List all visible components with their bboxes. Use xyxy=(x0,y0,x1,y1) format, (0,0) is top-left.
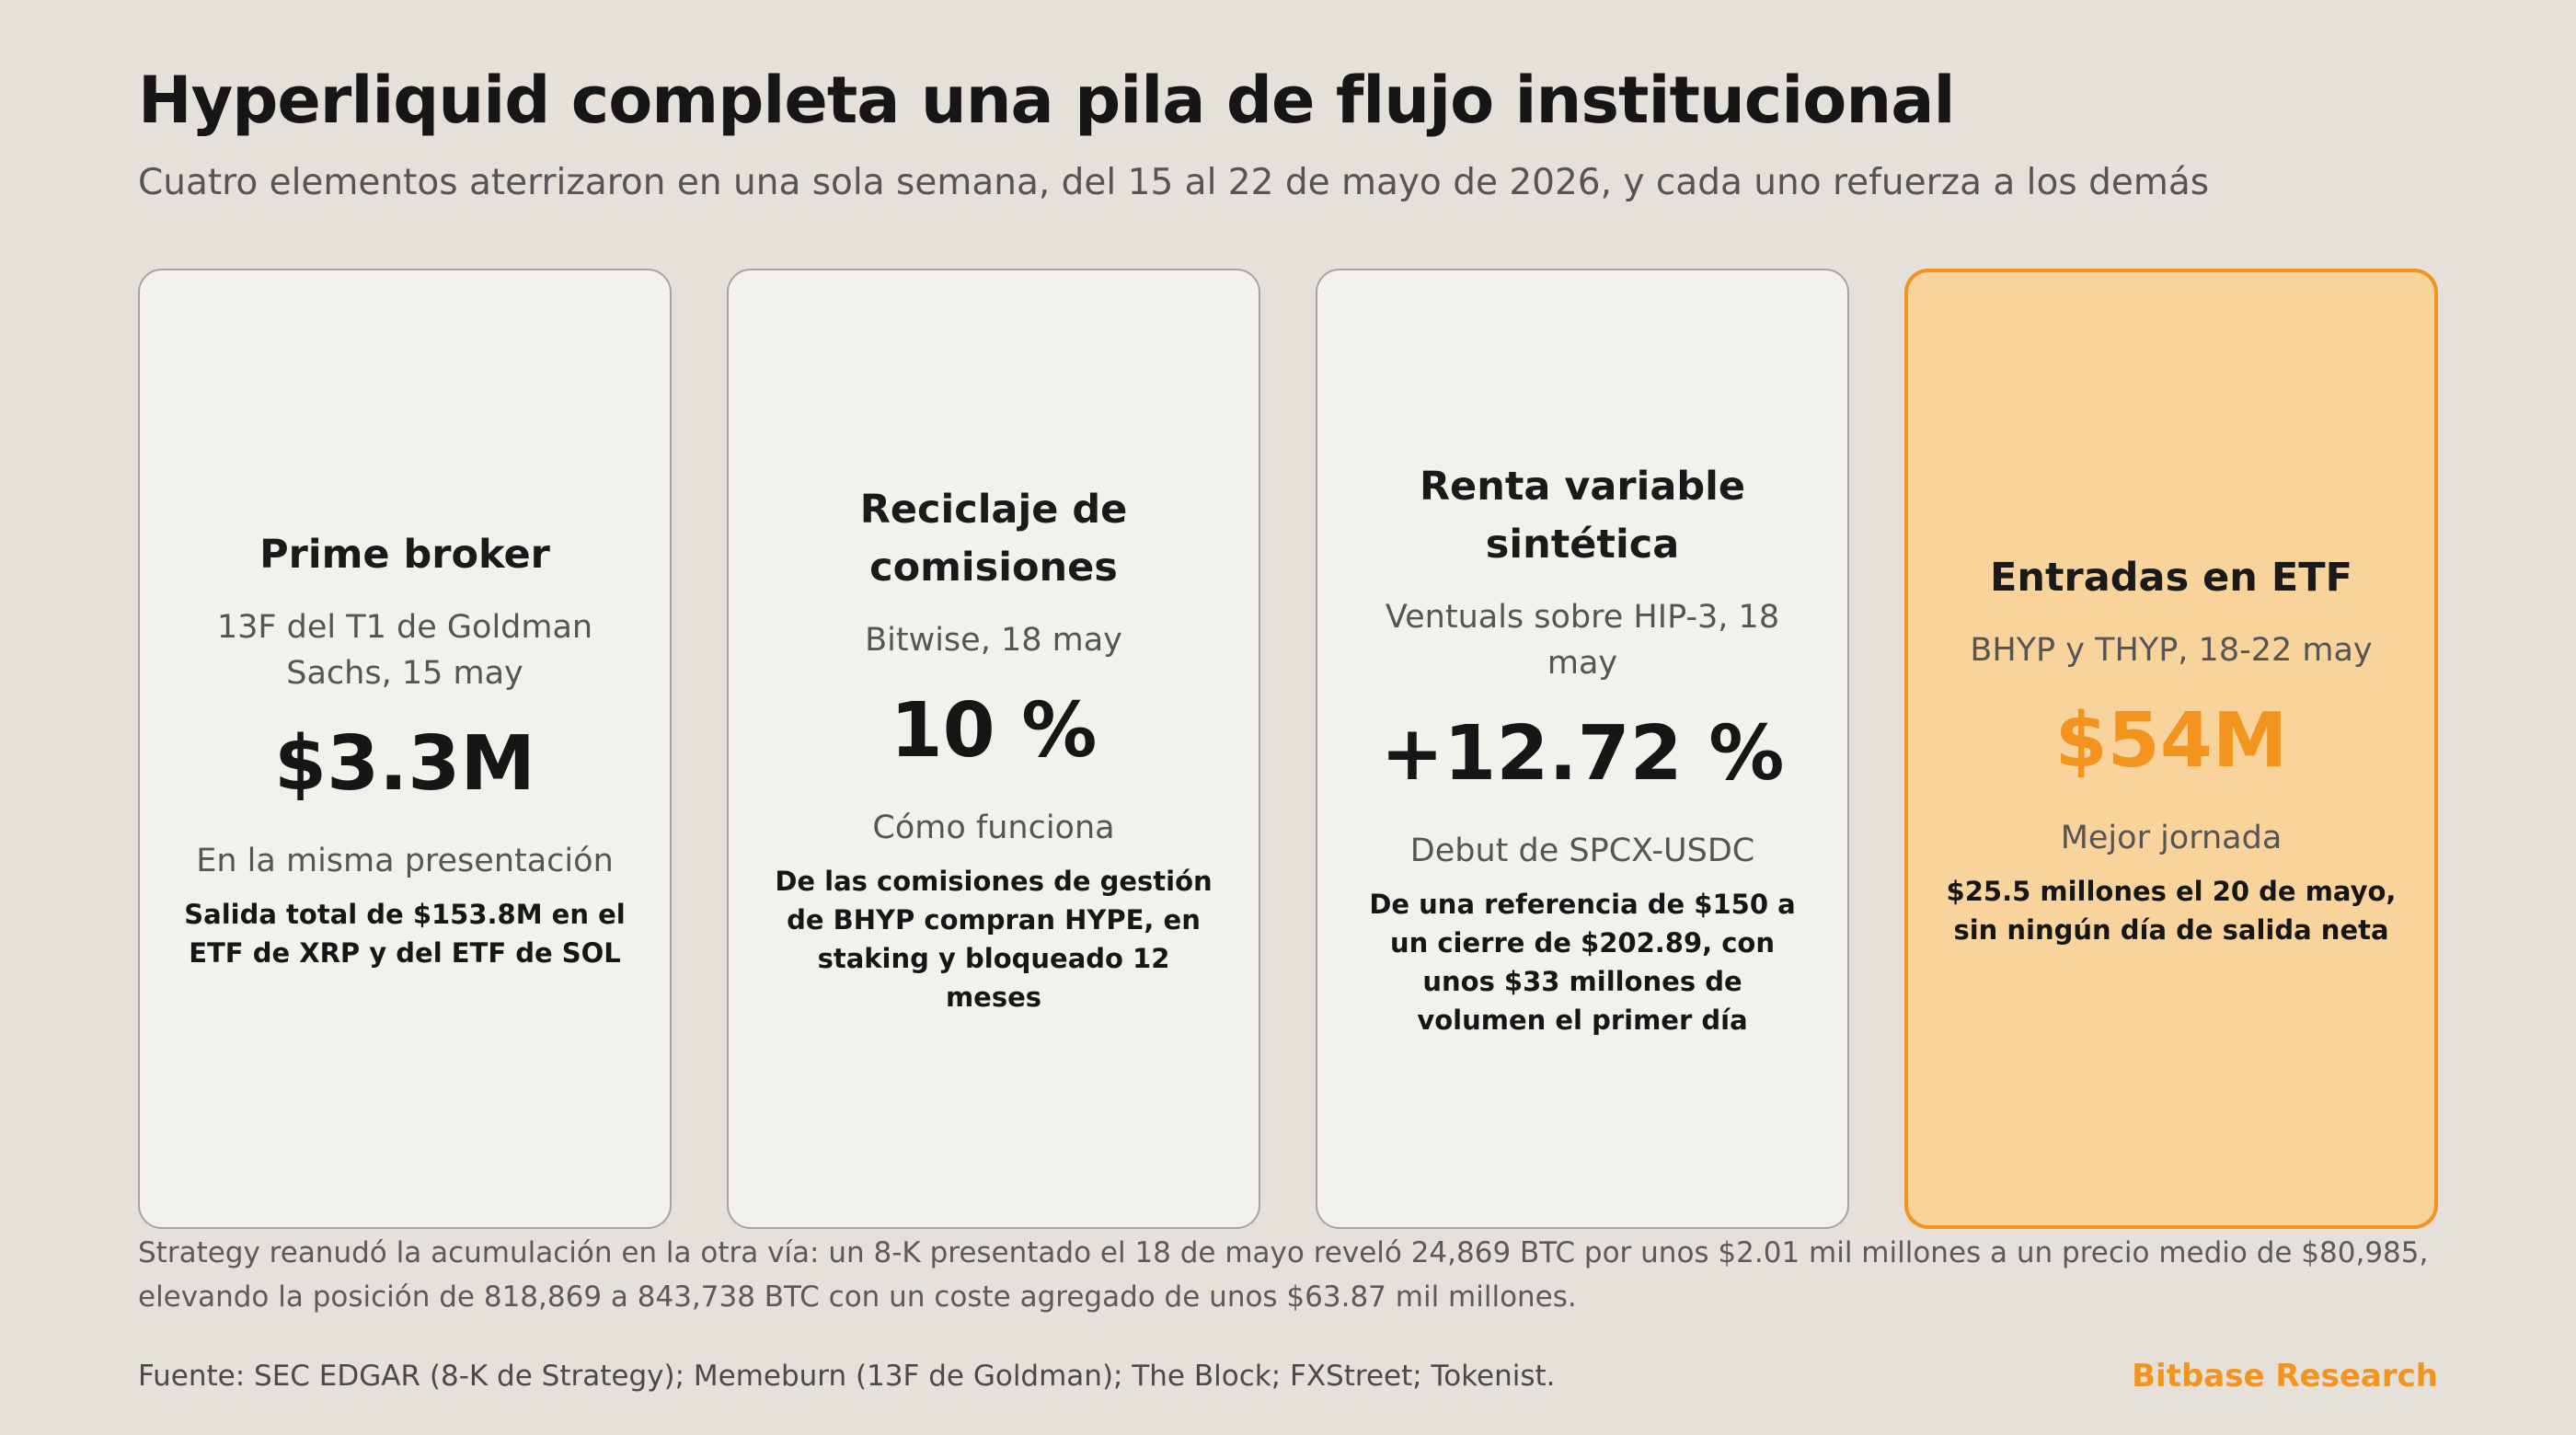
card-detail: $25.5 millones el 20 de mayo, sin ningún… xyxy=(1946,875,2397,946)
card-value: $54M xyxy=(2054,696,2288,785)
card-synthetic-equity: Renta variable sintética Ventuals sobre … xyxy=(1316,269,1849,1229)
card-value: $3.3M xyxy=(274,719,535,808)
source-citation: Fuente: SEC EDGAR (8-K de Strategy); Mem… xyxy=(138,1360,1556,1393)
brand-logo: Bitbase Research xyxy=(2132,1358,2438,1395)
card-detail-label: Cómo funciona xyxy=(872,809,1115,846)
card-title: Renta variable sintética xyxy=(1419,464,1746,568)
card-source: Ventuals sobre HIP-3, 18 may xyxy=(1385,599,1780,682)
page-subtitle: Cuatro elementos aterrizaron en una sola… xyxy=(138,162,2210,203)
card-title: Entradas en ETF xyxy=(1990,554,2352,601)
cards-row: Prime broker 13F del T1 de Goldman Sachs… xyxy=(138,269,2438,1229)
card-title: Reciclaje de comisiones xyxy=(859,487,1128,591)
card-fee-recycling: Reciclaje de comisiones Bitwise, 18 may … xyxy=(727,269,1260,1229)
card-source: 13F del T1 de Goldman Sachs, 15 may xyxy=(216,608,593,692)
card-source: Bitwise, 18 may xyxy=(865,622,1122,659)
card-detail: Salida total de $153.8M en el ETF de XRP… xyxy=(184,898,626,969)
card-detail: De una referencia de $150 a un cierre de… xyxy=(1369,889,1796,1036)
page-title: Hyperliquid completa una pila de flujo i… xyxy=(138,63,1955,138)
card-source: BHYP y THYP, 18-22 may xyxy=(1970,631,2373,669)
card-etf-inflows: Entradas en ETF BHYP y THYP, 18-22 may $… xyxy=(1904,269,2438,1229)
card-prime-broker: Prime broker 13F del T1 de Goldman Sachs… xyxy=(138,269,672,1229)
card-value: 10 % xyxy=(890,687,1098,775)
card-detail-label: En la misma presentación xyxy=(196,842,614,879)
card-detail-label: Mejor jornada xyxy=(2060,819,2283,856)
card-value: +12.72 % xyxy=(1380,710,1785,798)
footnote: Strategy reanudó la acumulación en la ot… xyxy=(138,1236,2429,1314)
card-detail-label: Debut de SPCX-USDC xyxy=(1409,832,1755,869)
card-detail: De las comisiones de gestión de BHYP com… xyxy=(775,866,1213,1013)
card-title: Prime broker xyxy=(259,531,550,578)
